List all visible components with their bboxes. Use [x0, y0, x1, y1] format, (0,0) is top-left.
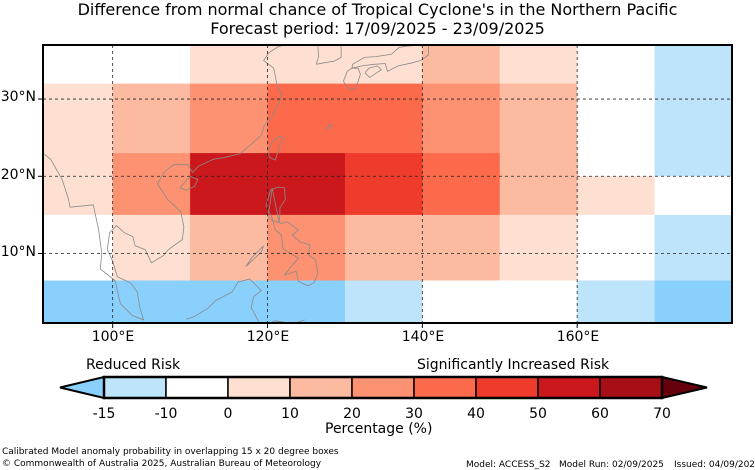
colorbar-outline: [102, 375, 664, 400]
lat-label-10n: 10°N: [0, 244, 36, 260]
lat-label-20n: 20°N: [0, 167, 36, 183]
colorbar-segment: [165, 376, 229, 399]
risk-cell: [112, 214, 191, 282]
colorbar-segment: [413, 376, 477, 399]
risk-cells: [43, 45, 733, 324]
colorbar-segment: [289, 376, 353, 399]
footer-model-run: Model Run: 02/09/2025: [559, 460, 664, 470]
risk-cell: [654, 280, 733, 324]
risk-cell: [267, 214, 346, 282]
colorbar: [59, 375, 708, 400]
risk-cell: [43, 45, 191, 85]
coastline: [186, 278, 262, 323]
risk-cell: [577, 176, 656, 216]
risk-cell: [499, 83, 578, 154]
risk-cell: [499, 153, 578, 216]
risk-cell: [43, 280, 346, 324]
colorbar-high-extend: [661, 375, 708, 400]
colorbar-segment: [351, 376, 415, 399]
map-title-line2: Forecast period: 17/09/2025 - 23/09/2025: [210, 19, 545, 38]
colorbar-low-extend: [59, 375, 105, 400]
risk-cell: [499, 45, 578, 85]
coastline: [315, 44, 342, 65]
coastline: [325, 124, 333, 130]
risk-cell: [499, 214, 578, 282]
coastline: [265, 186, 319, 287]
coastline: [245, 245, 264, 267]
risk-cell: [654, 214, 733, 282]
risk-cell: [577, 45, 656, 85]
risk-cell: [577, 83, 656, 177]
risk-cell: [422, 83, 501, 154]
graticule: [43, 45, 732, 323]
risk-cell: [267, 83, 423, 154]
coastline: [364, 65, 382, 78]
risk-cell: [344, 214, 501, 282]
risk-cell: [422, 280, 578, 324]
legend-tick: 40: [467, 406, 485, 422]
colorbar-segment: [599, 376, 663, 399]
risk-cell: [422, 45, 501, 85]
risk-cell: [344, 280, 423, 324]
risk-cell: [577, 280, 656, 324]
colorbar-segment: [537, 376, 601, 399]
coastline: [179, 175, 199, 191]
lon-label-140e: 140°E: [401, 329, 445, 345]
footer-description: Calibrated Model anomaly probability in …: [2, 447, 339, 457]
legend-low-label: Reduced Risk: [86, 357, 181, 373]
coastline: [351, 44, 429, 72]
footer-issued: Issued: 04/09/2025: [674, 460, 755, 470]
lon-label-160e: 160°E: [556, 329, 600, 345]
legend-tick: -15: [92, 406, 116, 422]
risk-cell: [654, 45, 733, 85]
legend-unit-label: Percentage (%): [325, 421, 433, 437]
coastline: [267, 135, 284, 161]
legend-tick: 50: [529, 406, 547, 422]
lon-label-100e: 100°E: [91, 329, 135, 345]
risk-cell: [43, 153, 114, 216]
colorbar-segment: [227, 376, 291, 399]
legend-tick: 10: [281, 406, 299, 422]
footer-copyright: © Commonwealth of Australia 2025, Austra…: [2, 459, 322, 469]
footer-model: Model: ACCESS_S2: [466, 460, 551, 470]
risk-cell: [112, 83, 191, 154]
legend-tick: 0: [223, 406, 233, 422]
risk-cell: [112, 153, 191, 216]
coastline: [42, 44, 286, 321]
risk-cell: [422, 153, 501, 216]
legend-tick: -10: [154, 406, 178, 422]
risk-cell: [577, 214, 656, 282]
legend-tick: 30: [405, 406, 423, 422]
legend-tick: 60: [591, 406, 609, 422]
lat-label-30n: 30°N: [0, 89, 36, 105]
risk-cell: [654, 176, 733, 216]
colorbar-segment: [103, 376, 167, 399]
risk-cell: [43, 83, 114, 154]
colorbar-segment: [475, 376, 539, 399]
risk-cell: [654, 83, 733, 177]
risk-cell: [190, 83, 269, 154]
axis-ticks: [38, 98, 578, 328]
legend-high-label: Significantly Increased Risk: [417, 357, 610, 373]
coastlines: [42, 44, 429, 325]
risk-cell: [190, 214, 269, 282]
risk-cell: [344, 45, 423, 85]
legend-tick: 20: [343, 406, 361, 422]
risk-cell: [344, 153, 423, 216]
map-frame: [42, 44, 733, 324]
lon-label-120e: 120°E: [246, 329, 290, 345]
legend-tick: 70: [653, 406, 671, 422]
map-title-line1: Difference from normal chance of Tropica…: [77, 0, 678, 19]
